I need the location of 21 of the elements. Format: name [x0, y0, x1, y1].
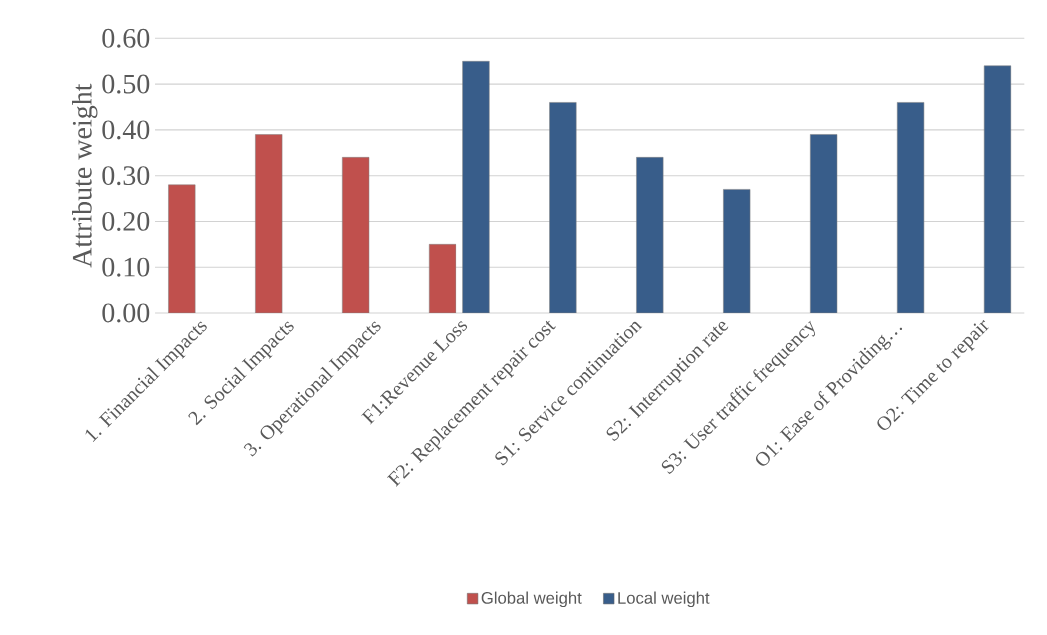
bar — [810, 134, 838, 313]
bar — [462, 60, 490, 313]
y-tick-label: 0.40 — [102, 120, 150, 140]
y-tick-label: 0.60 — [102, 28, 150, 48]
y-tick-label: 0.00 — [102, 303, 150, 323]
bar — [428, 244, 457, 313]
y-tick-label: 0.10 — [102, 257, 150, 277]
y-tick-label: 0.20 — [102, 211, 150, 231]
bar — [723, 189, 751, 313]
y-axis-title: Attribute weight — [72, 83, 98, 268]
legend-label: Local weight — [618, 591, 710, 608]
legend-label: Global weight — [481, 591, 582, 608]
bar — [636, 157, 664, 313]
y-tick-label: 0.50 — [102, 74, 150, 94]
bar — [983, 65, 1012, 313]
bar — [549, 102, 577, 313]
bar — [168, 184, 196, 313]
bar — [896, 102, 925, 313]
y-tick-label: 0.30 — [102, 166, 150, 186]
bar — [342, 157, 370, 313]
bar — [255, 134, 283, 313]
